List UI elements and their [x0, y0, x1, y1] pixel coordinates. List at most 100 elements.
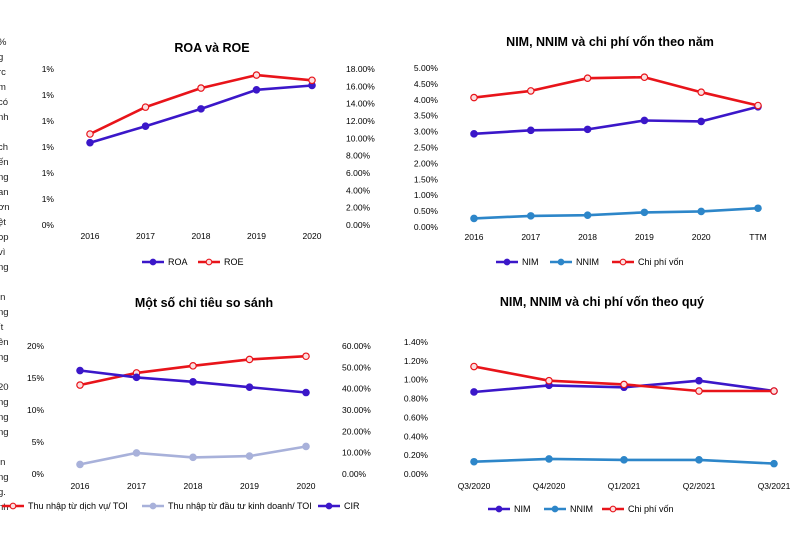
y2-tick-label: 60.00% — [342, 341, 371, 351]
y-tick-label: 2.50% — [414, 143, 439, 153]
cropped-text-fragment: ng — [0, 307, 9, 318]
data-point — [583, 125, 592, 134]
cropped-text-fragment: g. — [0, 487, 6, 498]
cropped-text-fragment: an — [0, 187, 9, 198]
y-tick-label: 0.00% — [404, 469, 429, 479]
data-point — [141, 122, 150, 131]
data-point — [189, 453, 197, 462]
data-point — [86, 130, 94, 138]
cropped-text-fragment: ên — [0, 337, 9, 348]
data-point — [132, 373, 141, 382]
y2-tick-label: 10.00% — [342, 448, 371, 458]
data-point — [770, 459, 778, 468]
y-tick-label: 10% — [27, 405, 44, 415]
cropped-text-fragment: ệt — [0, 217, 6, 228]
data-point — [470, 362, 478, 371]
x-tick-label: 2020 — [297, 481, 316, 491]
cropped-text-fragment: in — [0, 457, 6, 468]
series-line-roa — [89, 84, 313, 144]
y-tick-label: 0.80% — [404, 394, 429, 404]
y-tick-label: 1% — [42, 194, 55, 204]
x-tick-label: Q3/2020 — [458, 481, 491, 491]
data-point — [697, 117, 706, 126]
cropped-text-fragment: ng — [0, 412, 9, 423]
x-tick-label: Q2/2021 — [683, 481, 716, 491]
data-point — [697, 207, 706, 216]
cropped-text-fragment: vì — [0, 247, 6, 258]
cropped-text-fragment: nh — [0, 502, 9, 513]
data-point — [583, 211, 592, 220]
cropped-text-fragment: ch — [0, 142, 9, 153]
data-point — [695, 387, 703, 395]
series-line-nnim — [473, 206, 759, 220]
cropped-text-fragment: ít — [0, 322, 4, 333]
y-tick-label: 2.00% — [414, 158, 439, 168]
legend-marker — [619, 258, 627, 266]
data-point — [470, 214, 478, 223]
cropped-text-fragment: m — [0, 82, 6, 93]
data-point — [526, 126, 535, 135]
x-tick-label: 2020 — [303, 231, 322, 241]
legend-label: ROE — [224, 257, 244, 267]
legend-label: NNIM — [570, 504, 593, 514]
x-tick-label: 2017 — [127, 481, 146, 491]
legend-marker — [557, 258, 565, 266]
cropped-text-fragment: op — [0, 232, 9, 243]
cropped-text-fragment: 20 — [0, 382, 9, 393]
data-point — [76, 381, 84, 389]
x-tick-label: 2019 — [240, 481, 259, 491]
data-point — [470, 93, 478, 102]
data-point — [620, 380, 628, 389]
legend-marker — [609, 505, 617, 513]
data-point — [189, 362, 197, 370]
y-tick-label: 0.00% — [414, 222, 439, 232]
x-tick-label: 2017 — [136, 231, 155, 241]
x-tick-label: 2019 — [635, 232, 654, 242]
y-tick-label: 20% — [27, 341, 44, 351]
y-tick-label: 1% — [42, 64, 55, 74]
y2-tick-label: 8.00% — [346, 151, 371, 161]
data-point — [640, 73, 649, 82]
data-point — [302, 442, 310, 451]
y2-tick-label: 0.00% — [346, 220, 371, 230]
data-point — [245, 355, 254, 364]
y2-tick-label: 30.00% — [342, 405, 371, 415]
y-tick-label: 1.00% — [414, 190, 439, 200]
data-point — [545, 376, 553, 385]
data-point — [86, 138, 94, 147]
y-tick-label: 1.20% — [404, 356, 429, 366]
legend-marker — [495, 505, 503, 513]
legend-label: NNIM — [576, 257, 599, 267]
x-tick-label: 2018 — [578, 232, 597, 242]
data-point — [141, 103, 150, 111]
y-tick-label: 0% — [32, 469, 45, 479]
x-tick-label: 2017 — [521, 232, 540, 242]
y2-tick-label: 20.00% — [342, 426, 371, 436]
y-tick-label: 1.50% — [414, 174, 439, 184]
legend-marker — [551, 505, 559, 513]
y2-tick-label: 2.00% — [346, 203, 371, 213]
data-point — [695, 376, 703, 385]
x-tick-label: 2016 — [81, 231, 100, 241]
cropped-text-fragment: ến — [0, 157, 9, 168]
cropped-text-fragment: có — [0, 97, 9, 108]
legend-label: Chi phí vốn — [628, 504, 674, 514]
data-point — [308, 76, 316, 85]
y-tick-label: 0.40% — [404, 431, 429, 441]
y-tick-label: 0% — [42, 220, 55, 230]
y-tick-label: 1% — [42, 116, 55, 126]
data-point — [620, 456, 628, 464]
y2-tick-label: 40.00% — [342, 384, 371, 394]
data-point — [545, 455, 553, 463]
data-point — [76, 460, 84, 469]
chart-title: NIM, NNIM và chi phí vốn theo quý — [500, 295, 704, 309]
chart-title: NIM, NNIM và chi phí vốn theo năm — [506, 35, 714, 49]
x-tick-label: 2019 — [247, 231, 266, 241]
legend-marker — [149, 258, 157, 266]
y-tick-label: 1% — [42, 90, 55, 100]
chart-title: ROA và ROE — [174, 41, 249, 55]
y2-tick-label: 10.00% — [346, 133, 375, 143]
data-point — [197, 105, 205, 113]
y-tick-label: 4.00% — [414, 95, 439, 105]
